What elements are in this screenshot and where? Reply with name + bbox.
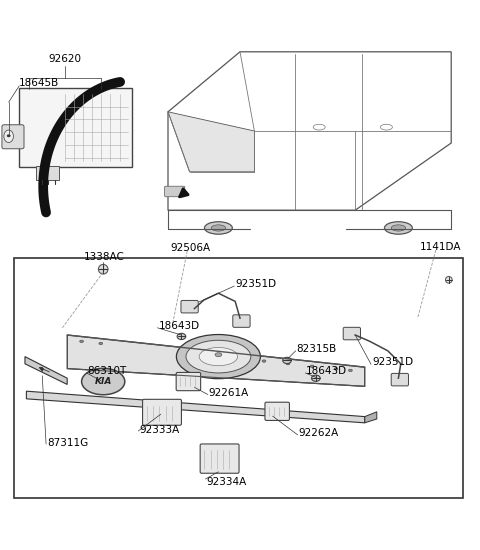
FancyBboxPatch shape	[181, 300, 198, 313]
Ellipse shape	[283, 358, 291, 364]
Polygon shape	[67, 335, 365, 386]
Ellipse shape	[211, 225, 226, 231]
Ellipse shape	[391, 225, 406, 231]
Text: 92620: 92620	[48, 54, 81, 64]
Ellipse shape	[204, 222, 232, 234]
FancyBboxPatch shape	[19, 88, 132, 167]
FancyBboxPatch shape	[176, 372, 201, 390]
Ellipse shape	[445, 277, 452, 283]
Text: 92351D: 92351D	[372, 358, 413, 367]
Ellipse shape	[334, 367, 338, 370]
FancyBboxPatch shape	[36, 166, 59, 180]
Ellipse shape	[99, 342, 103, 345]
FancyBboxPatch shape	[391, 373, 408, 386]
Ellipse shape	[80, 340, 84, 343]
Ellipse shape	[4, 130, 13, 142]
Ellipse shape	[186, 340, 251, 373]
Text: 92351D: 92351D	[235, 279, 276, 289]
Ellipse shape	[384, 222, 412, 234]
Ellipse shape	[348, 369, 352, 372]
Text: 82315B: 82315B	[297, 344, 337, 354]
Text: 1338AC: 1338AC	[84, 252, 125, 262]
Ellipse shape	[177, 333, 186, 339]
Ellipse shape	[312, 375, 320, 381]
Text: 92333A: 92333A	[139, 425, 180, 435]
Text: 18643D: 18643D	[306, 366, 348, 376]
Text: 92261A: 92261A	[209, 388, 249, 398]
Text: 92262A: 92262A	[299, 428, 339, 438]
Ellipse shape	[199, 348, 238, 366]
Text: 87311G: 87311G	[47, 438, 88, 448]
Ellipse shape	[7, 135, 11, 137]
Polygon shape	[25, 356, 67, 384]
Ellipse shape	[176, 334, 260, 379]
Ellipse shape	[98, 265, 108, 274]
Polygon shape	[26, 391, 365, 423]
FancyBboxPatch shape	[165, 186, 185, 197]
Text: 92506A: 92506A	[170, 243, 211, 253]
FancyBboxPatch shape	[143, 399, 181, 425]
Ellipse shape	[262, 360, 266, 362]
Text: 1141DA: 1141DA	[420, 242, 461, 252]
Text: 18645B: 18645B	[19, 78, 60, 88]
FancyBboxPatch shape	[2, 125, 24, 148]
FancyBboxPatch shape	[233, 315, 250, 327]
Polygon shape	[168, 112, 254, 172]
Polygon shape	[365, 412, 377, 423]
Text: KIA: KIA	[95, 377, 112, 386]
Ellipse shape	[215, 353, 222, 356]
Ellipse shape	[82, 368, 125, 395]
Text: 92334A: 92334A	[206, 477, 247, 487]
Text: 86310T: 86310T	[87, 366, 127, 376]
FancyBboxPatch shape	[343, 327, 360, 340]
Ellipse shape	[310, 365, 314, 367]
Text: 18643D: 18643D	[158, 321, 200, 331]
FancyBboxPatch shape	[265, 402, 289, 420]
FancyBboxPatch shape	[200, 444, 239, 473]
Ellipse shape	[286, 362, 290, 365]
